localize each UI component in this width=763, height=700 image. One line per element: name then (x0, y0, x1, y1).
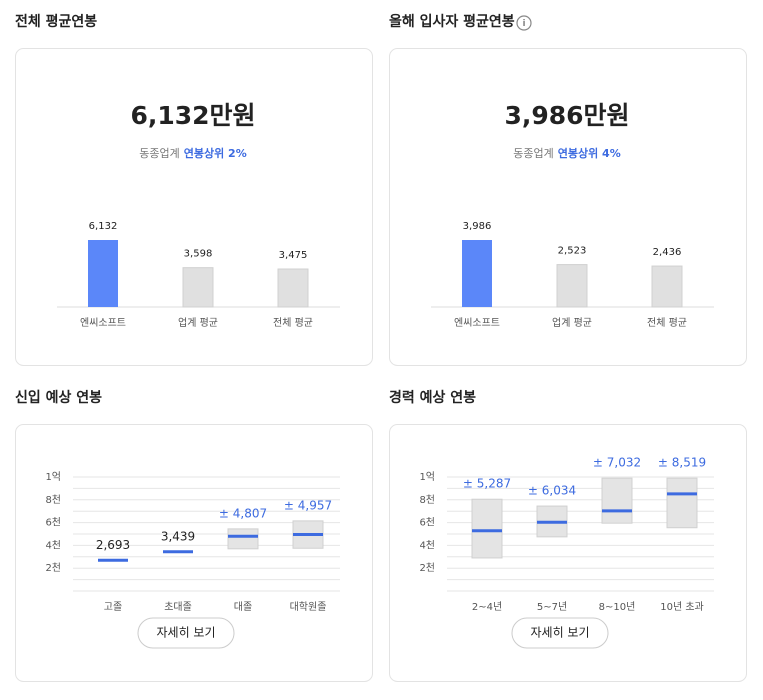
y-tick-label: 8천 (45, 494, 61, 506)
value-label: 3,986 (463, 221, 492, 232)
y-tick-label: 2천 (45, 562, 61, 574)
category-label: 초대졸 (164, 601, 192, 613)
range-box (666, 477, 698, 529)
panel-title: 경력 예상 연봉 (389, 389, 476, 406)
y-tick-label: 4천 (45, 539, 61, 551)
bar (277, 268, 309, 308)
value-label: 6,132 (89, 221, 118, 232)
button-label[interactable]: 자세히 보기 (156, 626, 215, 640)
value-label: 3,598 (184, 249, 213, 260)
bar (651, 265, 683, 308)
category-label: 엔씨소프트 (454, 317, 500, 329)
panel-title: 전체 평균연봉 (15, 13, 97, 30)
y-tick-label: 1억 (419, 471, 435, 483)
rank-note: 동종업계 연봉상위 2% (139, 146, 246, 160)
button[interactable] (511, 617, 609, 649)
y-tick-label: 4천 (419, 539, 435, 551)
headline: 6,132만원 (130, 101, 255, 130)
y-tick-label: 6천 (419, 517, 435, 529)
category-label: 고졸 (104, 601, 122, 613)
value-label: ± 5,287 (463, 477, 511, 491)
panel-title: 신입 예상 연봉 (15, 390, 102, 406)
panel-title: 올해 입사자 평균연봉 (389, 13, 515, 30)
bar (462, 240, 492, 307)
category-label: 전체 평균 (647, 317, 687, 329)
value-label: 3,475 (279, 250, 308, 261)
button-label[interactable]: 자세히 보기 (530, 626, 589, 640)
y-tick-label: 6천 (45, 517, 61, 529)
value-label: ± 8,519 (658, 456, 706, 470)
category-label: 대학원졸 (290, 601, 327, 613)
category-label: 10년 초과 (660, 601, 704, 613)
category-label: 대졸 (234, 601, 252, 613)
value-label: 3,439 (161, 529, 195, 543)
note: 동종업계 (139, 147, 179, 160)
category-label: 2~4년 (472, 601, 502, 613)
category-label: 전체 평균 (273, 317, 313, 329)
info-icon-glyph: i (522, 19, 525, 29)
highlight: 연봉상위 4% (558, 146, 621, 160)
value-label: 2,523 (558, 246, 587, 257)
headline: 3,986만원 (504, 101, 629, 130)
highlight: 연봉상위 2% (184, 146, 247, 160)
value-label: 2,693 (96, 538, 130, 552)
y-tick-label: 8천 (419, 494, 435, 506)
bar (182, 267, 214, 308)
value-label: ± 4,957 (284, 498, 332, 512)
category-label: 업계 평균 (552, 316, 592, 329)
button[interactable] (137, 617, 235, 649)
bar (556, 264, 588, 308)
rank-note: 동종업계 연봉상위 4% (513, 146, 620, 160)
category-label: 엔씨소프트 (80, 317, 126, 329)
value-label: ± 4,807 (219, 506, 267, 520)
y-tick-label: 1억 (45, 471, 61, 483)
range-box (227, 528, 259, 550)
note: 동종업계 (513, 147, 553, 160)
range-box (471, 498, 503, 559)
info-icon[interactable] (516, 15, 532, 31)
value-label: 2,436 (653, 247, 682, 258)
value-label: ± 7,032 (593, 456, 641, 470)
bar (88, 240, 118, 307)
range-box (601, 477, 633, 524)
category-label: 8~10년 (599, 601, 636, 613)
value-label: ± 6,034 (528, 484, 576, 498)
y-tick-label: 2천 (419, 562, 435, 574)
category-label: 5~7년 (537, 601, 567, 613)
category-label: 업계 평균 (178, 316, 218, 329)
